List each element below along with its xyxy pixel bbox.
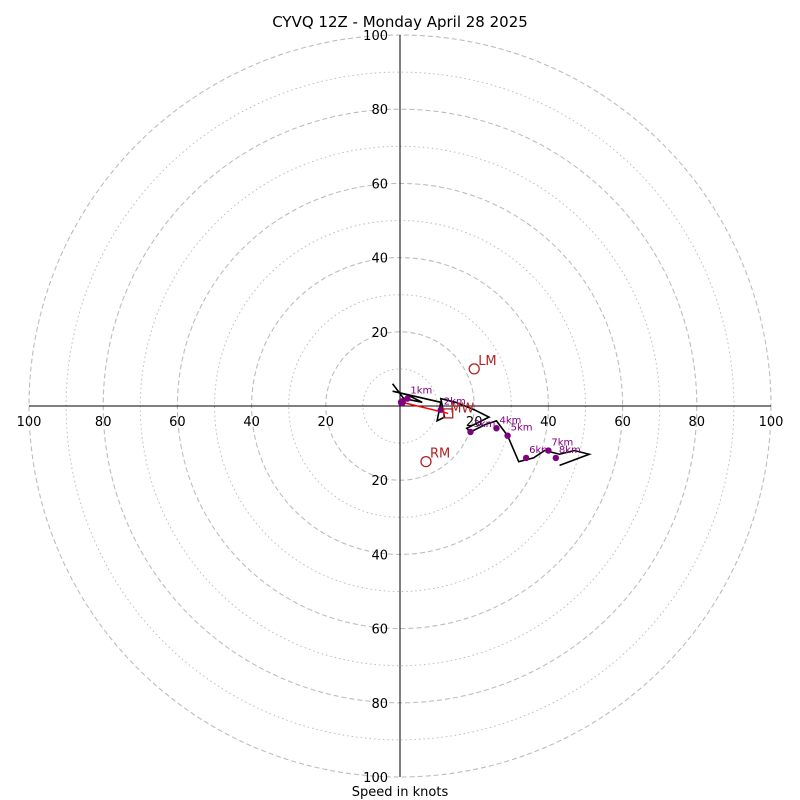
surface-point (397, 398, 406, 407)
mean-wind-marker (443, 408, 454, 419)
tick-labels: 2020202040404040606060608080808010010010… (17, 29, 784, 786)
tick-label: 80 (371, 697, 388, 712)
height-label: 2km (444, 397, 466, 408)
tick-label: 80 (371, 103, 388, 118)
height-point (493, 425, 500, 432)
height-point (437, 406, 445, 413)
tick-label: 40 (371, 252, 388, 267)
height-point (504, 432, 511, 439)
tick-label: 80 (689, 415, 706, 430)
height-point (545, 447, 552, 454)
tick-label: 20 (318, 415, 335, 430)
height-point (552, 454, 560, 462)
tick-label: 20 (371, 326, 388, 341)
tick-label: 80 (95, 415, 112, 430)
height-point (404, 395, 411, 402)
height-point (467, 428, 474, 436)
tick-label: 20 (371, 474, 388, 489)
left-mover-marker (468, 363, 480, 375)
x-axis-label: Speed in knots (352, 785, 449, 800)
chart-title: CYVQ 12Z - Monday April 28 2025 (272, 13, 528, 31)
height-point (522, 454, 530, 462)
axes (29, 35, 771, 777)
right-mover-marker (420, 455, 432, 468)
right-mover-label: RM (430, 447, 450, 462)
height-label: 6km (529, 445, 551, 456)
height-label: 5km (511, 423, 533, 434)
tick-label: 60 (371, 177, 388, 192)
left-mover-label: LM (478, 354, 496, 369)
tick-label: 40 (371, 548, 388, 563)
tick-label: 100 (363, 29, 388, 44)
height-label: 3km (473, 419, 495, 430)
mean-wind-label: MW (450, 401, 474, 416)
height-label: 1km (410, 386, 432, 397)
tick-label: 100 (363, 771, 388, 786)
tick-label: 60 (169, 415, 186, 430)
tick-label: 100 (17, 415, 42, 430)
tick-label: 60 (371, 623, 388, 638)
height-label: 8km (559, 445, 581, 456)
tick-label: 60 (614, 415, 631, 430)
tick-label: 40 (243, 415, 260, 430)
tick-label: 40 (540, 415, 557, 430)
height-label: 4km (499, 415, 521, 426)
tick-label: 100 (759, 415, 784, 430)
height-label: 7km (551, 438, 573, 449)
